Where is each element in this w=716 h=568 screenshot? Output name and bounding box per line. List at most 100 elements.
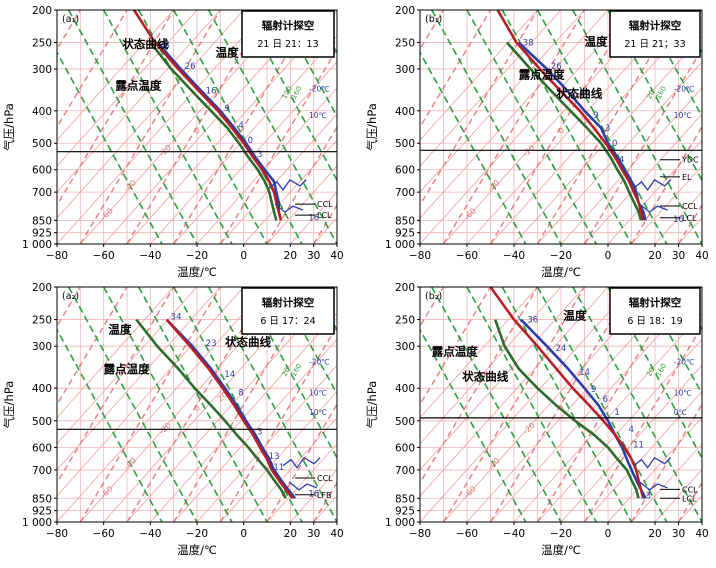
curve-label: 状态曲线 xyxy=(556,86,602,100)
title-box xyxy=(242,11,334,57)
title-box-title: 辐射计探空 xyxy=(629,296,682,309)
x-axis-title: 温度/℃ xyxy=(177,543,217,557)
x-tick-label: 30 xyxy=(307,528,320,540)
value-label: 9 xyxy=(593,111,598,121)
value-label: 9 xyxy=(224,104,229,114)
curve-label: 状态曲线 xyxy=(225,335,271,349)
y-tick-label: 925 xyxy=(395,228,415,240)
value-label: 0 xyxy=(612,139,617,149)
x-tick-label: −80 xyxy=(409,250,431,262)
y-tick-label: 925 xyxy=(32,228,52,240)
isotherm-label: 0℃ xyxy=(674,408,687,417)
curve-label: 状态曲线 xyxy=(462,370,508,384)
x-tick-label: 0 xyxy=(605,528,612,540)
x-tick-label: 30 xyxy=(672,528,685,540)
y-tick-label: 850 xyxy=(32,493,52,505)
x-tick-label: −60 xyxy=(93,528,115,540)
panel-label: (b₂) xyxy=(425,291,442,302)
value-label: 24 xyxy=(556,344,567,354)
curve-label: 露点温度 xyxy=(115,78,161,92)
panel-label: (b₁) xyxy=(425,14,442,25)
adiabat-label: 160 xyxy=(655,85,669,101)
y-tick-label: 250 xyxy=(32,37,52,49)
x-axis-title: 温度/℃ xyxy=(541,543,581,557)
diagonal-label: 0 xyxy=(192,126,202,136)
y-tick-label: 250 xyxy=(32,315,52,327)
y-tick-label: 200 xyxy=(395,5,415,17)
x-tick-label: −40 xyxy=(139,250,161,262)
isotherm-label: 10℃ xyxy=(309,388,327,397)
isotherm-label: 10℃ xyxy=(309,111,327,120)
y-tick-label: 300 xyxy=(395,64,415,76)
level-label: CCL xyxy=(317,474,333,483)
isotherm-label: 10℃ xyxy=(309,408,327,417)
x-tick-label: 20 xyxy=(284,250,297,262)
level-label: LFB xyxy=(317,491,332,500)
isotherm-line xyxy=(702,287,716,522)
y-tick-label: 300 xyxy=(32,341,52,353)
x-tick-label: 40 xyxy=(330,250,343,262)
isotherm-label: 10℃ xyxy=(674,111,692,120)
y-tick-label: 700 xyxy=(395,187,415,199)
y-tick-label: 700 xyxy=(32,465,52,477)
y-axis-title: 气压/hPa xyxy=(365,103,379,151)
y-tick-label: 500 xyxy=(32,416,52,428)
adiabat-label: 160 xyxy=(290,85,304,101)
y-tick-label: 600 xyxy=(395,165,415,177)
y-tick-label: 850 xyxy=(395,215,415,227)
x-tick-label: −60 xyxy=(456,528,478,540)
y-tick-label: 400 xyxy=(32,106,52,118)
x-tick-label: 40 xyxy=(695,528,708,540)
isotherm-label: -20℃ xyxy=(309,357,330,366)
isotherm-label: 10℃ xyxy=(674,388,692,397)
isotherm-label: -20℃ xyxy=(674,357,695,366)
x-tick-label: −80 xyxy=(46,528,68,540)
level-label: CCL xyxy=(317,200,333,209)
level-label: EL xyxy=(682,173,692,182)
adiabat-label: 160 xyxy=(655,362,669,378)
title-box-title: 辐射计探空 xyxy=(262,19,315,32)
curve-label: 温度 xyxy=(585,34,608,48)
y-axis-title: 气压/hPa xyxy=(2,103,16,151)
moist-adiabat-line xyxy=(397,287,526,522)
y-tick-label: 200 xyxy=(32,282,52,294)
diagonal-label: -20 xyxy=(521,421,537,436)
value-label: 11 xyxy=(633,440,644,450)
diagonal-label: -20 xyxy=(157,143,173,158)
y-axis-title: 气压/hPa xyxy=(2,381,16,429)
value-label: 34 xyxy=(171,313,182,323)
title-box-time: 21 日 21；33 xyxy=(624,39,685,50)
value-label: 23 xyxy=(206,339,217,349)
x-axis-title: 温度/℃ xyxy=(177,265,217,279)
level-label: CCL xyxy=(682,202,698,211)
x-tick-label: 20 xyxy=(284,528,297,540)
isotherm-line xyxy=(326,287,538,522)
value-label: 13 xyxy=(640,491,651,501)
curve-label: 露点温度 xyxy=(432,345,478,359)
x-tick-label: 20 xyxy=(648,528,661,540)
x-tick-label: 30 xyxy=(307,250,320,262)
y-tick-label: 925 xyxy=(395,506,415,518)
x-tick-label: −60 xyxy=(456,250,478,262)
y-tick-label: 250 xyxy=(395,37,415,49)
isotherm-line xyxy=(702,10,716,244)
y-tick-label: 400 xyxy=(395,383,415,395)
isotherm-line xyxy=(314,287,524,522)
curve-label: 露点温度 xyxy=(519,67,565,81)
title-box-title: 辐射计探空 xyxy=(262,296,315,309)
y-tick-label: 600 xyxy=(32,165,52,177)
value-label: 36 xyxy=(527,315,538,325)
x-tick-label: 30 xyxy=(672,250,685,262)
isotherm-label: -20℃ xyxy=(674,84,695,93)
title-box-time: 6 日 18：19 xyxy=(627,316,682,327)
diagonal-label: -40 xyxy=(122,456,138,471)
x-tick-label: −40 xyxy=(503,250,525,262)
diagonal-label: -40 xyxy=(486,178,502,193)
value-label: 11 xyxy=(273,463,284,473)
y-axis-title: 气压/hPa xyxy=(365,381,379,429)
title-box xyxy=(610,11,700,57)
x-tick-label: 40 xyxy=(695,250,708,262)
x-tick-label: −20 xyxy=(186,250,208,262)
